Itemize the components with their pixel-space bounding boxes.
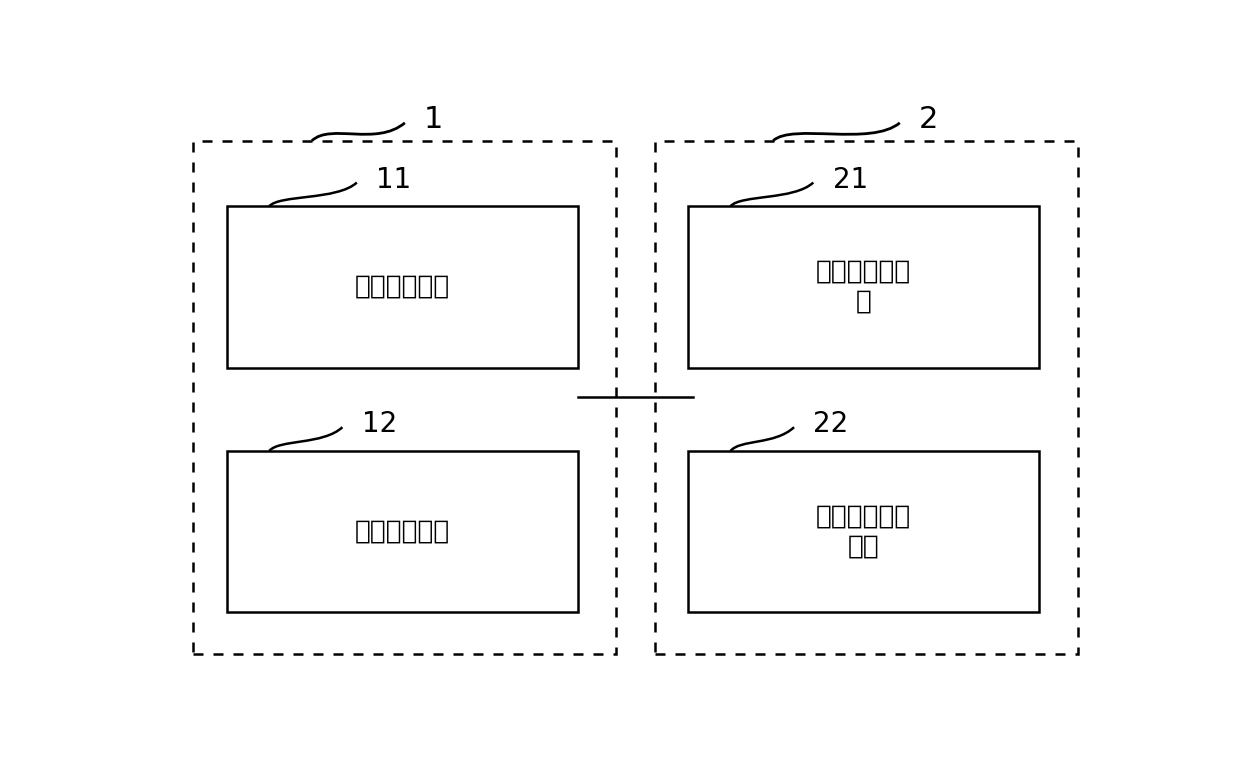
Text: 2: 2 — [919, 105, 939, 134]
Bar — [193, 141, 616, 654]
Bar — [688, 206, 1039, 367]
Bar — [227, 206, 578, 367]
Text: 比较判断模块: 比较判断模块 — [355, 518, 450, 545]
Text: 11: 11 — [376, 166, 412, 194]
Bar — [655, 141, 1078, 654]
Bar — [688, 451, 1039, 612]
Text: 22: 22 — [813, 410, 848, 438]
Bar — [227, 451, 578, 612]
Text: 21: 21 — [832, 166, 868, 194]
Text: 负载功率调整
模块: 负载功率调整 模块 — [816, 504, 911, 560]
Text: 主电路控制模
块: 主电路控制模 块 — [816, 259, 911, 315]
Text: 12: 12 — [362, 410, 397, 438]
Text: 1: 1 — [424, 105, 444, 134]
Text: 检测存储模块: 检测存储模块 — [355, 274, 450, 300]
